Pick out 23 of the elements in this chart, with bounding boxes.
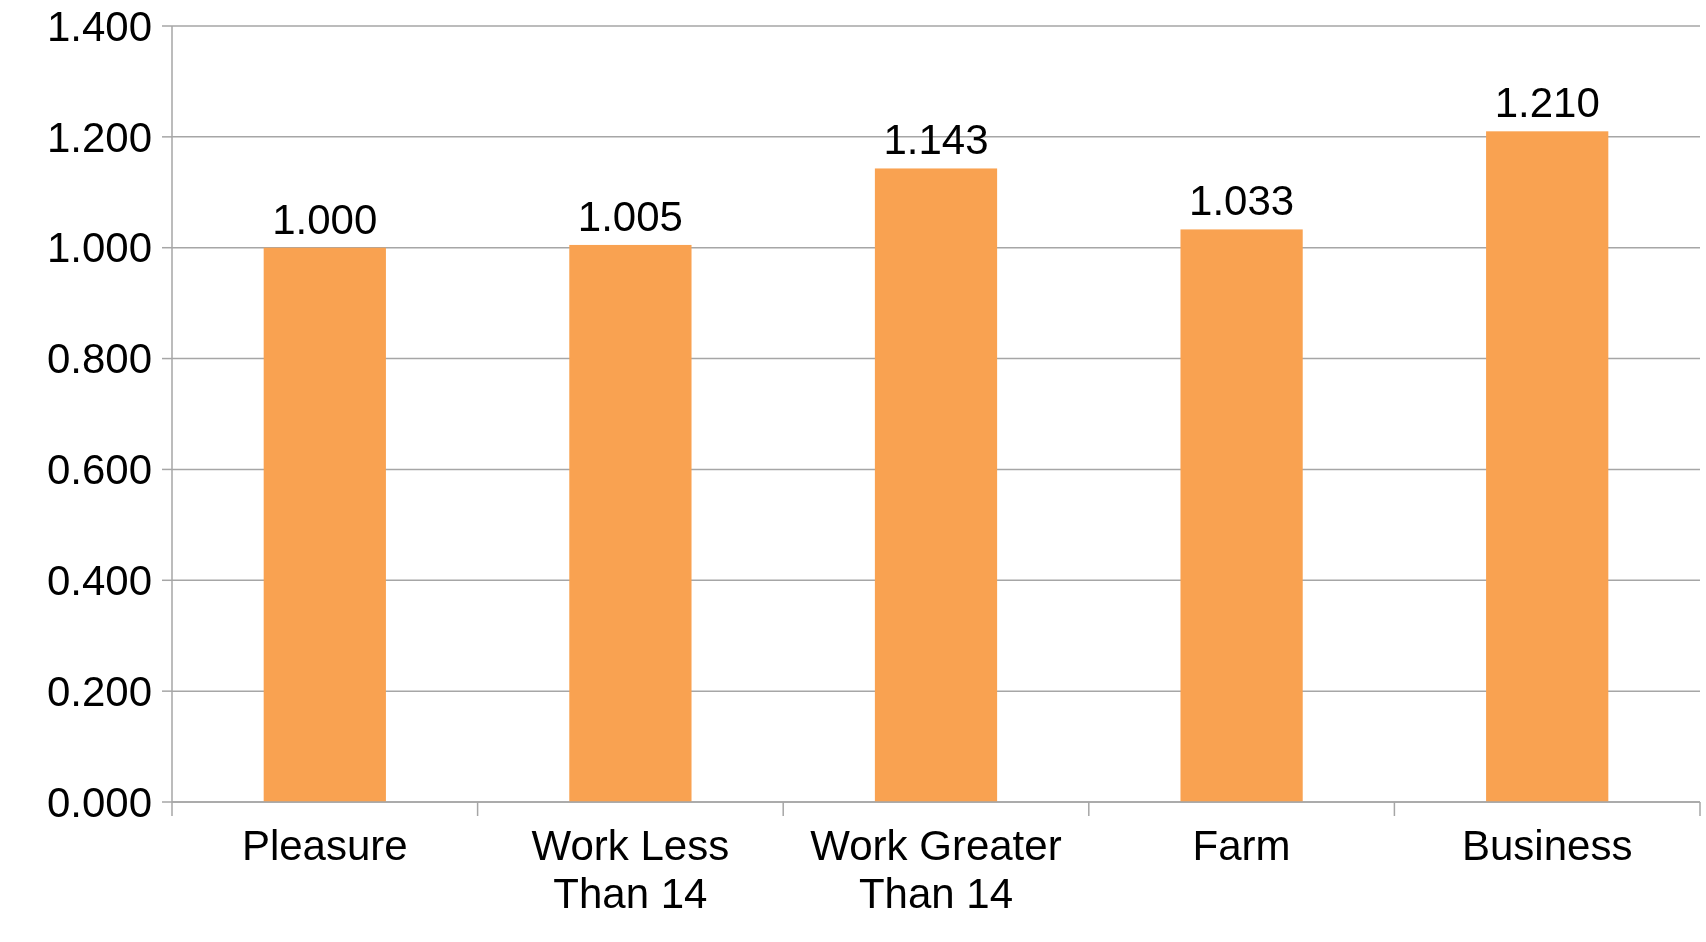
data-label: 1.210	[1494, 79, 1600, 127]
x-tick-label: Pleasure	[241, 822, 408, 869]
bar	[1180, 229, 1303, 802]
x-tick-label: Business	[1461, 822, 1633, 869]
x-tick-label: Work Less Than 14	[531, 822, 730, 918]
y-tick-label: 0.800	[46, 335, 152, 383]
bar	[569, 244, 692, 802]
y-tick-label: 1.400	[46, 2, 152, 50]
y-tick-label: 1.200	[46, 113, 152, 161]
y-tick-label: 0.600	[46, 446, 152, 494]
data-label: 1.033	[1189, 177, 1295, 225]
y-tick-label: 0.000	[46, 778, 152, 826]
y-tick-label: 0.200	[46, 667, 152, 715]
data-label: 1.143	[883, 116, 989, 164]
y-tick-label: 0.400	[46, 556, 152, 604]
data-label: 1.005	[577, 192, 683, 240]
data-label: 1.000	[272, 195, 378, 243]
x-tick-label: Farm	[1192, 822, 1291, 869]
bar	[263, 247, 386, 802]
x-tick-label: Work Greater Than 14	[810, 822, 1062, 918]
y-tick-label: 1.000	[46, 224, 152, 272]
bar	[874, 168, 998, 802]
bar	[1486, 131, 1609, 802]
